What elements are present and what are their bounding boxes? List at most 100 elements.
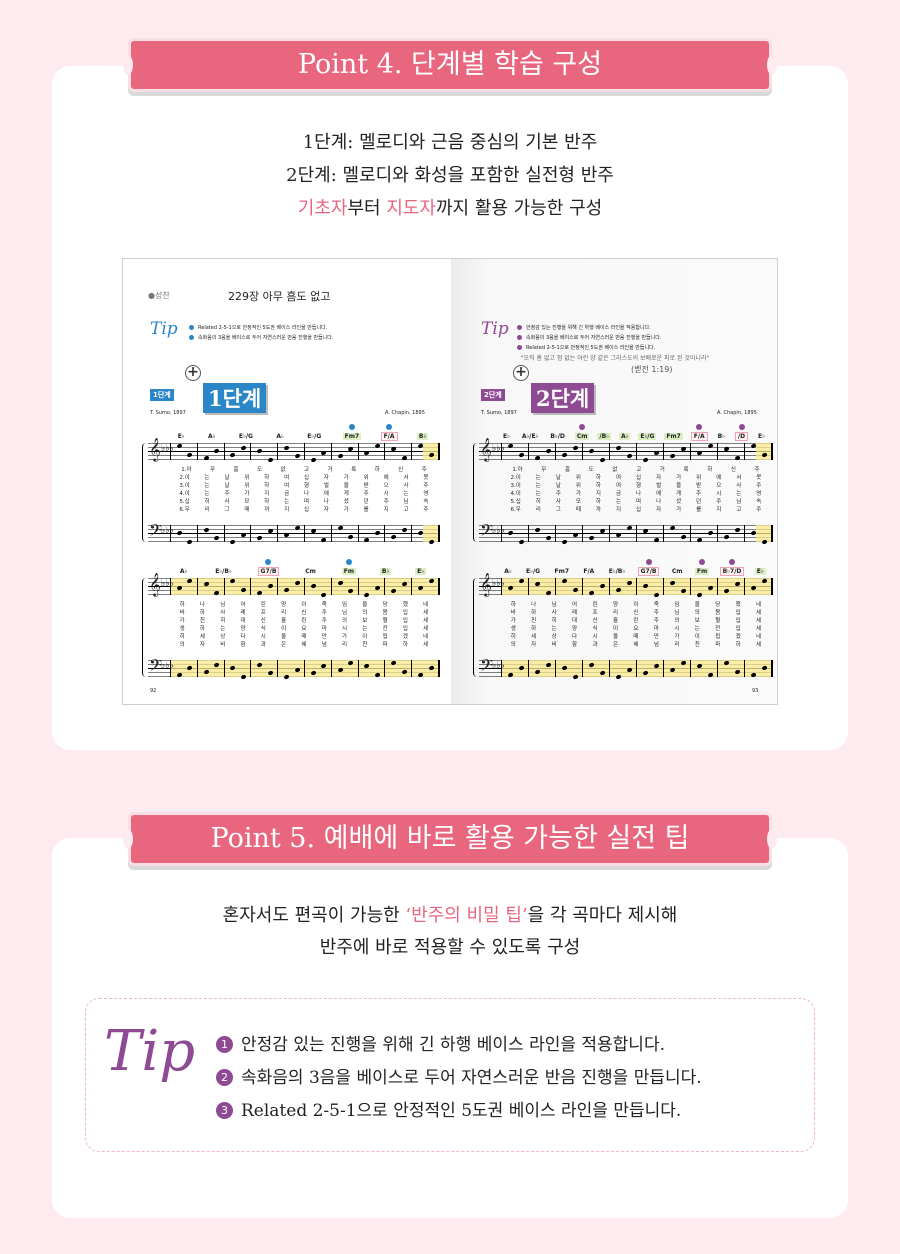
bar-line — [170, 443, 171, 460]
bar-line — [501, 660, 502, 677]
lyric-syllable: 을 — [694, 602, 700, 608]
lyrics-line: 3.이 는 날 위 하 여 형 벌 을 받 으 사 주 — [172, 482, 436, 490]
lyrics-block: 1.아 무 흠 도 없 고 거 룩 하 신 주 2.이 는 날 위 하 여 십 자 가 위 에 서 못 3.이 는 날 위 하 여 형 벌 을 받… — [503, 466, 769, 514]
lyric-syllable: 시 — [592, 634, 598, 640]
chord-label: G7/B — [260, 567, 277, 575]
lyric-syllable: 하 — [402, 642, 408, 648]
bar-line — [384, 660, 386, 677]
chord-label: E♭ — [417, 567, 425, 575]
chord-symbol: E♭/G — [638, 432, 657, 440]
lyric-syllable: 날 — [224, 475, 230, 481]
bar-line — [744, 443, 745, 460]
page-number: 92 — [150, 688, 157, 694]
lyrics-line: 2.이 는 날 위 하 여 십 자 가 위 에 서 못 — [172, 474, 436, 482]
chord-symbol: F/A — [581, 568, 596, 575]
lyric-syllable: 사 — [220, 610, 226, 616]
tip-text: 안정감 있는 진행을 위해 긴 하행 베이스 라인을 적용합니다. — [241, 1035, 665, 1055]
lyric-syllable: 을 — [343, 483, 349, 489]
highlight-text: ‘반주의 비밀 팁’ — [405, 905, 528, 926]
lyric-syllable: 리 — [674, 642, 680, 648]
lyric-syllable: 위 — [244, 483, 250, 489]
lyric-syllable: 을 — [362, 602, 368, 608]
lyrics-block: 1.아 무 흠 도 없 고 거 룩 하 신 주 2.이 는 날 위 하 여 십 자 가 위 에 서 못 3.이 는 날 위 하 여 형 벌 을 받… — [172, 466, 436, 514]
chord-label: Cm — [576, 432, 588, 440]
bar-line — [528, 525, 529, 542]
lyric-syllable: 요 — [633, 626, 639, 632]
lyric-syllable: 6.우 — [510, 507, 521, 513]
note-head — [401, 455, 408, 461]
chord-symbol: G7/B — [637, 558, 660, 576]
lyric-syllable: 날 — [555, 475, 561, 481]
lyric-syllable: 주 — [224, 491, 230, 497]
note-head — [588, 448, 595, 454]
bar-line — [411, 578, 412, 595]
lyric-syllable: 그 — [224, 507, 230, 513]
key-signature-flats: ♭♭♭ — [161, 579, 174, 589]
note-head — [176, 530, 183, 536]
lyric-syllable: 죽 — [321, 602, 327, 608]
lyric-syllable: 고 — [636, 467, 642, 473]
lyric-syllable: 은 — [612, 642, 619, 648]
stage-badge-small: 2단계 — [481, 389, 505, 401]
bar-line — [170, 525, 171, 542]
lyric-syllable: 는 — [535, 483, 541, 489]
note-head — [390, 446, 397, 452]
lyric-syllable: 이 — [612, 626, 619, 632]
note-head — [734, 526, 741, 533]
note-head — [534, 526, 541, 533]
tip-list: Related 2-5-1으로 안정적인 5도권 베이스 라인을 만듭니다. 속… — [189, 323, 334, 343]
tip-marker-dot — [265, 558, 272, 565]
lyric-syllable: 린 — [301, 618, 307, 624]
bass-staff: 𝄢 ♭♭♭ — [479, 657, 773, 679]
lyric-syllable: 하 — [179, 602, 185, 608]
note-head — [428, 538, 435, 544]
lyric-syllable: 과 — [592, 642, 598, 648]
lyric-syllable: 당 — [382, 602, 388, 608]
lyric-syllable: 세 — [423, 642, 429, 648]
desc-line: 혼자서도 편곡이 가능한 ‘반주의 비밀 팁’을 각 곡마다 제시해 — [0, 900, 900, 932]
note-head — [615, 673, 622, 679]
lyric-syllable: 도 — [257, 467, 263, 473]
hymn-category: ●성찬 — [148, 291, 170, 300]
note-head — [572, 444, 579, 451]
bar-line — [636, 660, 637, 677]
lyric-syllable: 지 — [716, 507, 722, 513]
lyric-syllable: 흘 — [281, 618, 287, 624]
lyric-syllable: 위 — [696, 475, 702, 481]
lyric-syllable: 없 — [280, 467, 286, 473]
lyric-syllable: 자 — [323, 507, 329, 513]
note-head — [588, 535, 595, 541]
lyric-syllable: 나 — [531, 602, 537, 608]
bar-line — [223, 443, 225, 460]
tip-list: 안정감 있는 진행을 위해 긴 하행 베이스 라인을 적용합니다. 속화음의 3… — [517, 323, 662, 353]
lyric-syllable: 지 — [284, 507, 290, 513]
note-head — [337, 453, 343, 459]
lyric-syllable: 이 — [301, 602, 307, 608]
note-head — [229, 538, 236, 544]
chord-symbol: E♭/B♭ — [213, 568, 234, 575]
chord-label: E♭ — [502, 432, 510, 440]
lyric-syllable: 하 — [510, 602, 516, 608]
bar-line — [330, 660, 332, 677]
tip-icon: Tip — [150, 319, 178, 339]
staff-brace — [473, 443, 477, 542]
lyric-syllable: 의 — [694, 610, 700, 616]
bar-line — [330, 578, 332, 595]
treble-staff: 𝄞 ♭♭♭ — [479, 439, 773, 462]
lyric-syllable: 하 — [595, 475, 601, 481]
lyric-syllable: 2.이 — [179, 475, 190, 481]
lyric-syllable: 리 — [612, 610, 619, 616]
note-head — [203, 455, 209, 461]
chord-symbol: F/A — [690, 423, 708, 441]
bar-line — [744, 578, 745, 595]
bar-line — [196, 525, 198, 542]
note-head — [518, 451, 525, 457]
bar-line — [690, 578, 691, 595]
lyric-syllable: 마 — [653, 626, 659, 632]
lyric-syllable: 4.이 — [179, 491, 190, 497]
bar-line — [771, 578, 773, 595]
chord-symbol: A♭ — [206, 433, 217, 440]
note-head — [653, 591, 660, 597]
